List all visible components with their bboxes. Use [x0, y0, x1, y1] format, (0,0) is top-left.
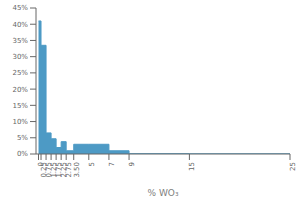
svg-text:3.50: 3.50 [73, 162, 81, 178]
svg-text:45%: 45% [12, 4, 28, 12]
svg-text:9: 9 [128, 162, 136, 166]
svg-text:0.75: 0.75 [45, 162, 53, 178]
svg-text:5%: 5% [17, 134, 28, 142]
svg-text:25%: 25% [12, 69, 28, 77]
svg-text:0%: 0% [17, 150, 28, 158]
svg-text:0.25: 0.25 [40, 162, 48, 178]
svg-text:5: 5 [88, 162, 96, 166]
svg-text:15: 15 [188, 162, 196, 171]
svg-text:40%: 40% [12, 21, 28, 29]
svg-text:10%: 10% [12, 118, 28, 126]
svg-text:35%: 35% [12, 37, 28, 45]
svg-text:2.75: 2.75 [65, 162, 74, 178]
svg-text:2.25: 2.25 [60, 162, 69, 178]
svg-text:15%: 15% [12, 102, 28, 110]
svg-text:20%: 20% [12, 86, 28, 94]
svg-text:25: 25 [289, 162, 292, 171]
svg-text:1.25: 1.25 [50, 162, 59, 178]
svg-text:% WO₃: % WO₃ [147, 188, 178, 198]
svg-text:1.75: 1.75 [55, 162, 64, 178]
svg-text:30%: 30% [12, 53, 28, 61]
svg-text:7: 7 [108, 162, 116, 166]
